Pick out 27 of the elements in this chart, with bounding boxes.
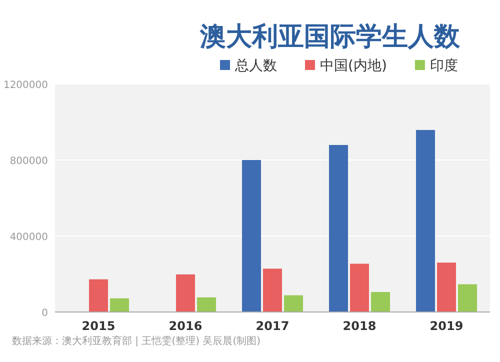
legend-label: 中国(内地) xyxy=(320,58,387,74)
bar xyxy=(329,144,348,312)
bar xyxy=(176,274,195,312)
bar xyxy=(263,268,282,312)
bar xyxy=(110,298,129,312)
legend-label: 印度 xyxy=(430,58,458,74)
source-note: 数据来源：澳大利亚教育部 | 王恺雯(整理) 吴辰晨(制图) xyxy=(12,335,261,347)
x-tick-label: 2016 xyxy=(168,319,202,333)
bar xyxy=(371,292,390,312)
bar xyxy=(197,297,216,312)
bar xyxy=(89,279,108,312)
bar xyxy=(458,284,477,312)
bar xyxy=(284,295,303,312)
x-tick-label: 2017 xyxy=(256,319,290,333)
legend-label: 总人数 xyxy=(234,58,277,74)
y-tick-label: 400000 xyxy=(10,232,48,243)
chart-title: 澳大利亚国际学生人数 xyxy=(199,22,461,52)
y-tick-label: 1200000 xyxy=(3,80,48,91)
x-tick-label: 2019 xyxy=(430,319,464,333)
bar xyxy=(416,130,435,312)
y-tick-label: 0 xyxy=(42,308,48,319)
x-tick-label: 2018 xyxy=(342,319,376,333)
bar xyxy=(437,262,456,312)
y-tick-label: 800000 xyxy=(10,156,48,167)
x-tick-label: 2015 xyxy=(82,319,116,333)
bar xyxy=(350,264,369,312)
bar xyxy=(242,160,261,312)
